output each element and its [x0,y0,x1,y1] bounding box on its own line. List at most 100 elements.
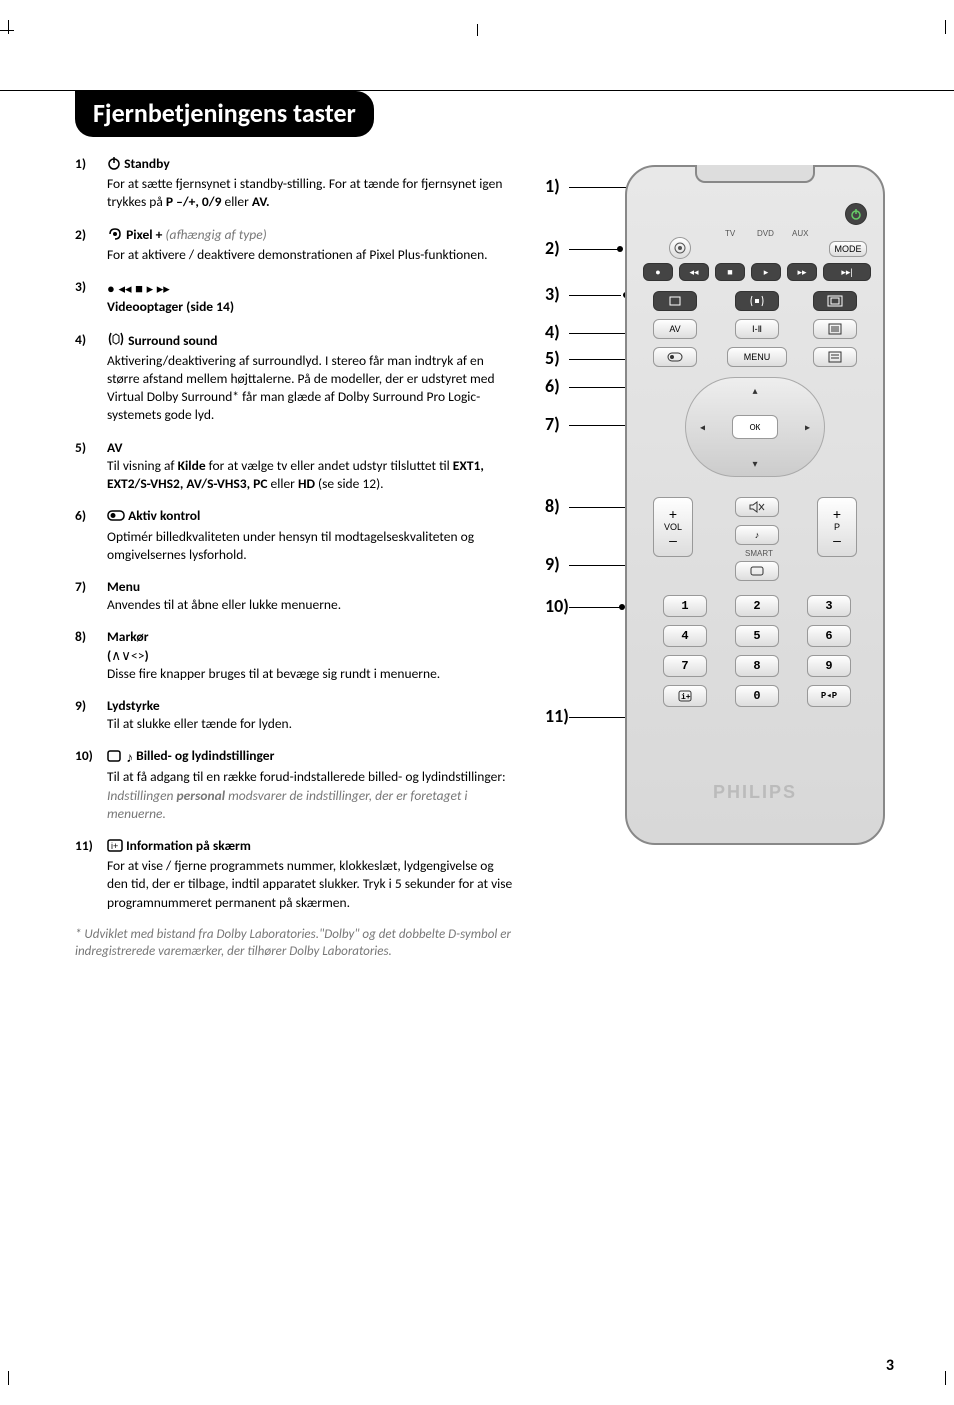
mode-button: MODE [829,241,867,257]
item-text: Til at få adgang til en række forud-inds… [107,768,506,821]
digit-0-button: 0 [735,685,779,707]
dual-button: Ⅰ-Ⅱ [735,319,779,339]
brand-logo: PHILIPS [713,782,797,803]
item-text: Optimér billedkvaliteten under hensyn ti… [107,528,474,563]
digit-5-button: 5 [735,625,779,647]
callout-10: 10) [545,595,569,617]
digit-6-button: 6 [807,625,851,647]
callout-8: 8) [545,495,560,517]
mode-label-aux: AUX [792,229,808,238]
page-number: 3 [886,1356,894,1375]
left-arrow-icon: ◂ [700,421,705,434]
picture-preset-button [735,561,779,581]
menu-button: MENU [727,347,787,367]
item-body: Surround soundAktivering/deaktivering af… [107,331,515,425]
item-heading-note: (afhængig af type) [165,226,266,243]
item-body: LydstyrkeTil at slukke eller tænde for l… [107,697,515,733]
list-item: 8)Markør(∧∨<>)Disse fire knapper bruges … [75,628,515,683]
callout-6: 6) [545,375,560,397]
mode-label-tv: TV [725,229,735,238]
smart-label: SMART [745,549,773,558]
settings-icon: ♪ [107,749,133,768]
p-label: P [834,522,840,532]
rew-button: ◂◂ [679,263,709,281]
list-item: 3)● ◂◂ ■ ▸ ▸▸ Videooptager (side 14) [75,278,515,316]
mute-button [735,497,779,517]
item-text: For at sætte fjernsynet i standby-stilli… [107,175,502,210]
surround-button [735,291,779,311]
power-button [845,203,867,225]
ff-button: ▸▸ [787,263,817,281]
down-arrow-icon: ▾ [752,457,757,470]
list-item: 7)MenuAnvendes til at åbne eller lukke m… [75,578,515,614]
item-text: Anvendes til at åbne eller lukke menuern… [107,596,341,613]
item-heading: Standby [124,155,170,172]
item-heading: Markør [107,628,149,645]
info-icon: i+ [107,839,123,857]
item-body: Pixel + (afhængig af type) For at aktiver… [107,226,515,264]
item-heading: Aktiv kontrol [128,507,200,524]
info-button: i+ [663,685,707,707]
callout-2: 2) [545,237,560,259]
list-button [813,347,857,367]
list-item: 11) i+ Information på skærm For at vise / … [75,837,515,912]
teletext-button [813,319,857,339]
right-arrow-icon: ▸ [805,421,810,434]
list-item: 2) Pixel + (afhængig af type) For at akti… [75,226,515,264]
av-button: AV [653,319,697,339]
digit-7-button: 7 [663,655,707,677]
digit-4-button: 4 [663,625,707,647]
item-body: MenuAnvendes til at åbne eller lukke men… [107,578,515,614]
ir-window [695,165,815,183]
item-number: 1) [75,155,107,212]
svg-text:i+: i+ [111,841,118,851]
digit-9-button: 9 [807,655,851,677]
item-body: ♪ Billed- og lydindstillinger Til at få a… [107,747,515,823]
list-item: 10) ♪ Billed- og lydindstillinger Til at … [75,747,515,823]
sound-preset-button: ♪ [735,525,779,545]
format-button [813,291,857,311]
item-heading: Menu [107,578,140,595]
item-heading: Lydstyrke [107,697,160,714]
item-number: 10) [75,747,107,823]
volume-rocker: + VOL – [653,497,693,557]
item-heading: Surround sound [128,332,217,349]
play-button: ▸ [751,263,781,281]
item-text: For at vise / fjerne programmets nummer,… [107,857,512,910]
item-number: 11) [75,837,107,912]
digit-2-button: 2 [735,595,779,617]
callout-3: 3) [545,283,560,305]
item-text: (∧∨<>)Disse fire knapper bruges til at b… [107,647,440,682]
remote-body: TV DVD AUX MODE ● ◂◂ ■ ▸ ▸▸ ▸▸| [625,165,885,845]
remote-diagram: 1)2)3)4)5)6)7)8)9)10)11) TV DVD AUX MODE… [545,155,894,961]
program-rocker: + P – [817,497,857,557]
digit-1-button: 1 [663,595,707,617]
item-body: AVTil visning af Kilde for at vælge tv e… [107,439,515,494]
transport-icon: ● ◂◂ ■ ▸ ▸▸ [107,280,170,298]
pp-button: P◂P [807,685,851,707]
dpad: OK ▴ ▾ ◂ ▸ [685,377,825,477]
item-heading: Billed- og lydindstillinger [136,747,274,764]
item-number: 2) [75,226,107,264]
transport-end-button: ▸▸| [823,263,871,281]
item-heading: Information på skærm [126,837,251,854]
item-heading: Pixel + [126,226,162,243]
item-number: 3) [75,278,107,316]
item-text: For at aktivere / deaktivere demonstrati… [107,246,488,263]
callout-11: 11) [545,705,569,727]
item-number: 6) [75,507,107,564]
surround-icon [107,331,125,352]
item-text: Videooptager (side 14) [107,298,234,315]
callout-5: 5) [545,347,560,369]
pixelplus-icon [107,227,123,246]
digit-3-button: 3 [807,595,851,617]
list-item: 1) Standby For at sætte fjernsynet i stan… [75,155,515,212]
list-item: 4) Surround soundAktivering/deaktivering… [75,331,515,425]
item-number: 5) [75,439,107,494]
item-number: 9) [75,697,107,733]
callout-7: 7) [545,413,560,435]
item-number: 4) [75,331,107,425]
item-body: ● ◂◂ ■ ▸ ▸▸ Videooptager (side 14) [107,278,515,316]
item-body: i+ Information på skærm For at vise / fje… [107,837,515,912]
stop-button: ■ [715,263,745,281]
